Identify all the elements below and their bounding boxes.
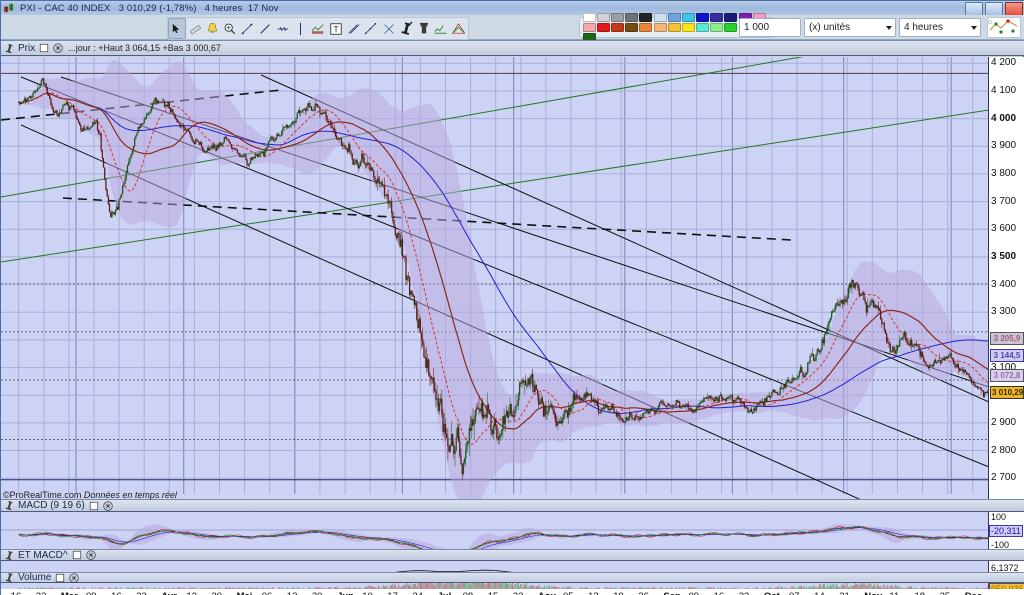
svg-text:T: T [333, 25, 338, 34]
